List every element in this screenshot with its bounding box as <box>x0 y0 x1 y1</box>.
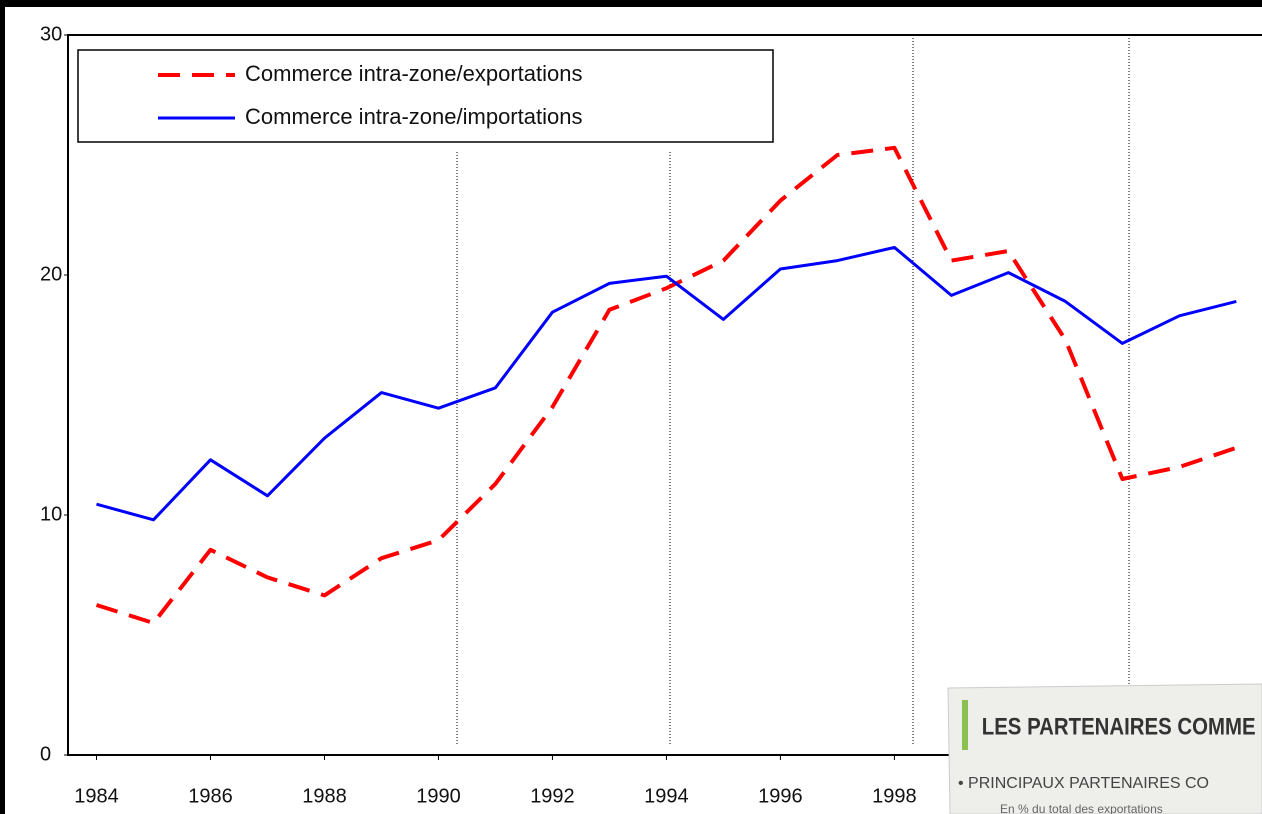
legend-label: Commerce intra-zone/exportations <box>245 61 582 86</box>
legend <box>77 49 774 143</box>
series-line <box>96 245 1237 522</box>
inset-accent <box>962 700 968 750</box>
x-tick-label: 1986 <box>188 785 233 807</box>
separators <box>456 38 1130 745</box>
y-tick-label: 30 <box>40 23 62 45</box>
inset-note: En % du total des exportations <box>1000 802 1163 814</box>
y-tick-label: 0 <box>40 743 51 765</box>
series-line <box>95 145 1237 625</box>
x-tick-label: 1994 <box>644 785 689 807</box>
x-tick-label: 1984 <box>74 785 119 807</box>
plot-frame <box>67 34 1262 756</box>
x-tick-label: 1992 <box>530 785 575 807</box>
inset-subtitle: • PRINCIPAUX PARTENAIRES CO <box>958 775 1209 792</box>
frame-top <box>0 0 1262 7</box>
x-tick-label: 1990 <box>416 785 461 807</box>
inset-title: LES PARTENAIRES COMME <box>982 713 1256 740</box>
x-tick-label: 1988 <box>302 785 347 807</box>
y-tick-label: 10 <box>40 503 62 525</box>
x-tick-label: 1996 <box>758 785 803 807</box>
y-tick-label: 20 <box>40 263 62 285</box>
x-tick-label: 1998 <box>872 785 917 807</box>
frame-left <box>0 0 5 814</box>
inset: LES PARTENAIRES COMME • PRINCIPAUX PARTE… <box>947 683 1262 814</box>
inset-card <box>947 683 1262 814</box>
legend-label: Commerce intra-zone/importations <box>245 104 582 129</box>
